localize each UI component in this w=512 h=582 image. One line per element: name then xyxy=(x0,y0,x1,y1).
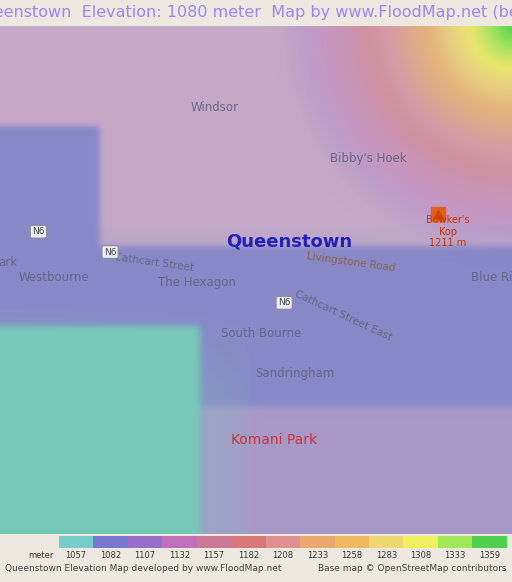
Text: Livingstone Road: Livingstone Road xyxy=(306,251,396,274)
Text: Queenstown Elevation Map developed by www.FloodMap.net: Queenstown Elevation Map developed by ww… xyxy=(5,565,282,573)
Text: 1233: 1233 xyxy=(307,551,328,560)
Text: 1308: 1308 xyxy=(410,551,431,560)
Text: Cathcart Street East: Cathcart Street East xyxy=(293,289,393,342)
Bar xyxy=(300,536,334,548)
Bar xyxy=(128,536,162,548)
Text: 1359: 1359 xyxy=(479,551,500,560)
Text: N6: N6 xyxy=(104,247,116,257)
Text: The Hexagon: The Hexagon xyxy=(158,276,236,289)
Bar xyxy=(162,536,197,548)
Bar xyxy=(197,536,231,548)
Text: South Bourne: South Bourne xyxy=(221,327,301,340)
Text: 1208: 1208 xyxy=(272,551,293,560)
Text: Bowker's
Kop
1211 m: Bowker's Kop 1211 m xyxy=(426,215,470,249)
Bar xyxy=(93,536,128,548)
Text: 1258: 1258 xyxy=(341,551,362,560)
Text: 1333: 1333 xyxy=(444,551,466,560)
Text: 1182: 1182 xyxy=(238,551,259,560)
Bar xyxy=(266,536,300,548)
Text: ark: ark xyxy=(0,255,17,269)
Text: N6: N6 xyxy=(278,299,290,307)
Text: Base map © OpenStreetMap contributors: Base map © OpenStreetMap contributors xyxy=(318,565,507,573)
Text: Queenstown  Elevation: 1080 meter  Map by www.FloodMap.net (beta): Queenstown Elevation: 1080 meter Map by … xyxy=(0,5,512,20)
Text: Queenstown: Queenstown xyxy=(226,233,352,251)
Text: meter: meter xyxy=(28,551,54,560)
Text: Komani Park: Komani Park xyxy=(231,433,317,447)
Text: Westbourne: Westbourne xyxy=(18,271,89,284)
Text: Sandringham: Sandringham xyxy=(255,367,334,381)
Bar xyxy=(369,536,403,548)
Text: N6: N6 xyxy=(32,227,45,236)
Text: 1132: 1132 xyxy=(169,551,190,560)
Bar xyxy=(334,536,369,548)
Text: 1283: 1283 xyxy=(376,551,397,560)
Text: 1157: 1157 xyxy=(203,551,225,560)
Bar xyxy=(403,536,438,548)
Text: Blue Ri: Blue Ri xyxy=(471,271,512,284)
Bar xyxy=(438,536,473,548)
Bar xyxy=(473,536,507,548)
Bar xyxy=(231,536,266,548)
Bar xyxy=(59,536,93,548)
Text: Bibby's Hoek: Bibby's Hoek xyxy=(330,151,407,165)
Text: Windsor: Windsor xyxy=(191,101,239,113)
Text: 1057: 1057 xyxy=(66,551,87,560)
Text: 1107: 1107 xyxy=(135,551,156,560)
Text: 1082: 1082 xyxy=(100,551,121,560)
Text: Cathcart Street: Cathcart Street xyxy=(113,251,194,273)
